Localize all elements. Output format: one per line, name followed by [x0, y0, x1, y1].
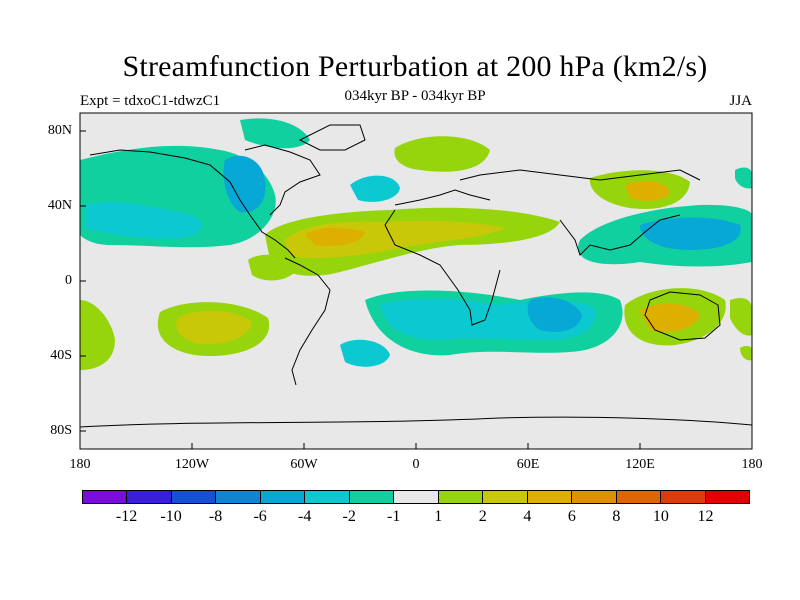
- lat-label: 80S: [50, 423, 72, 438]
- lat-label: 40N: [47, 198, 72, 213]
- contour-ne-pacific-aqua: [735, 167, 752, 189]
- contour-asia-pacific-lightblue: [640, 217, 741, 250]
- contour-europe-green: [394, 136, 490, 172]
- colorbar-swatch: [83, 491, 128, 503]
- contour-field: [80, 113, 752, 449]
- colorbar-swatch: [171, 491, 217, 503]
- colorbar-label: 1: [434, 508, 443, 525]
- contour-atlantic-gold: [305, 227, 365, 246]
- colorbar-label: -2: [342, 508, 356, 525]
- colorbar-label: -6: [253, 508, 267, 525]
- colorbar-swatch: [349, 491, 395, 503]
- contour-arctic-aqua: [240, 118, 310, 149]
- map-title: Streamfunction Perturbation at 200 hPa (…: [122, 50, 708, 83]
- colorbar-label: 12: [697, 508, 714, 525]
- colorbar-label: -8: [208, 508, 223, 525]
- colorbar-swatch: [483, 491, 528, 503]
- colorbar-swatch: [572, 491, 617, 503]
- colorbar-swatch: [527, 491, 573, 503]
- lon-label: 120E: [625, 457, 655, 472]
- colorbar-swatch: [260, 491, 306, 503]
- colorbar-swatch: [305, 491, 350, 503]
- colorbar-label: -12: [115, 508, 138, 525]
- colorbar-label: -4: [297, 508, 312, 525]
- lon-label: 60W: [290, 457, 318, 472]
- season-label: JJA: [729, 93, 752, 109]
- colorbar: [82, 490, 750, 504]
- axis-ticks: [79, 130, 753, 449]
- contour-central-america-green: [248, 254, 298, 281]
- colorbar-label: -10: [160, 508, 182, 525]
- contour-sp-east-green: [730, 298, 752, 336]
- lon-label: 120W: [174, 457, 210, 472]
- lon-label: 180: [69, 457, 91, 472]
- lon-label: 0: [412, 457, 420, 472]
- colorbar-swatch: [616, 491, 662, 503]
- colorbar-label: 4: [523, 508, 532, 525]
- lat-label: 40S: [50, 348, 72, 363]
- contour-indian-ocean-lightblue: [527, 297, 582, 332]
- colorbar-swatch: [661, 491, 706, 503]
- experiment-label: Expt = tdxoC1-tdwzC1: [80, 93, 221, 109]
- contour-north-pacific-cyan: [85, 202, 203, 239]
- colorbar-label: 2: [478, 508, 487, 525]
- lat-label: 80N: [47, 123, 72, 138]
- colorbar-label: 6: [567, 508, 576, 525]
- colorbar-swatch: [216, 491, 261, 503]
- colorbar-swatch: [705, 491, 750, 503]
- colorbar-label: 8: [612, 508, 621, 525]
- contour-atlantic-cyan: [350, 175, 400, 202]
- coastlines: [80, 124, 752, 428]
- contour-nw-pacific-gold: [625, 180, 670, 201]
- period-label: 034kyr BP - 034kyr BP: [344, 88, 486, 104]
- colorbar-swatch: [438, 491, 484, 503]
- contour-south-atlantic-small-cyan: [340, 339, 390, 367]
- colorbar-label: 10: [652, 508, 669, 525]
- colorbar-swatch: [127, 491, 172, 503]
- contour-south-pacific-olive: [176, 310, 252, 345]
- colorbar-label: -1: [387, 508, 401, 525]
- contour-sw-pacific-green: [80, 300, 115, 370]
- lat-label: 0: [65, 273, 72, 288]
- colorbar-swatch: [394, 491, 439, 503]
- contour-north-america-lightblue: [223, 155, 266, 213]
- contour-australia-gold: [640, 303, 700, 332]
- lon-label: 60E: [516, 457, 540, 472]
- lon-label: 180: [741, 457, 763, 472]
- contour-small-green-east: [740, 345, 752, 361]
